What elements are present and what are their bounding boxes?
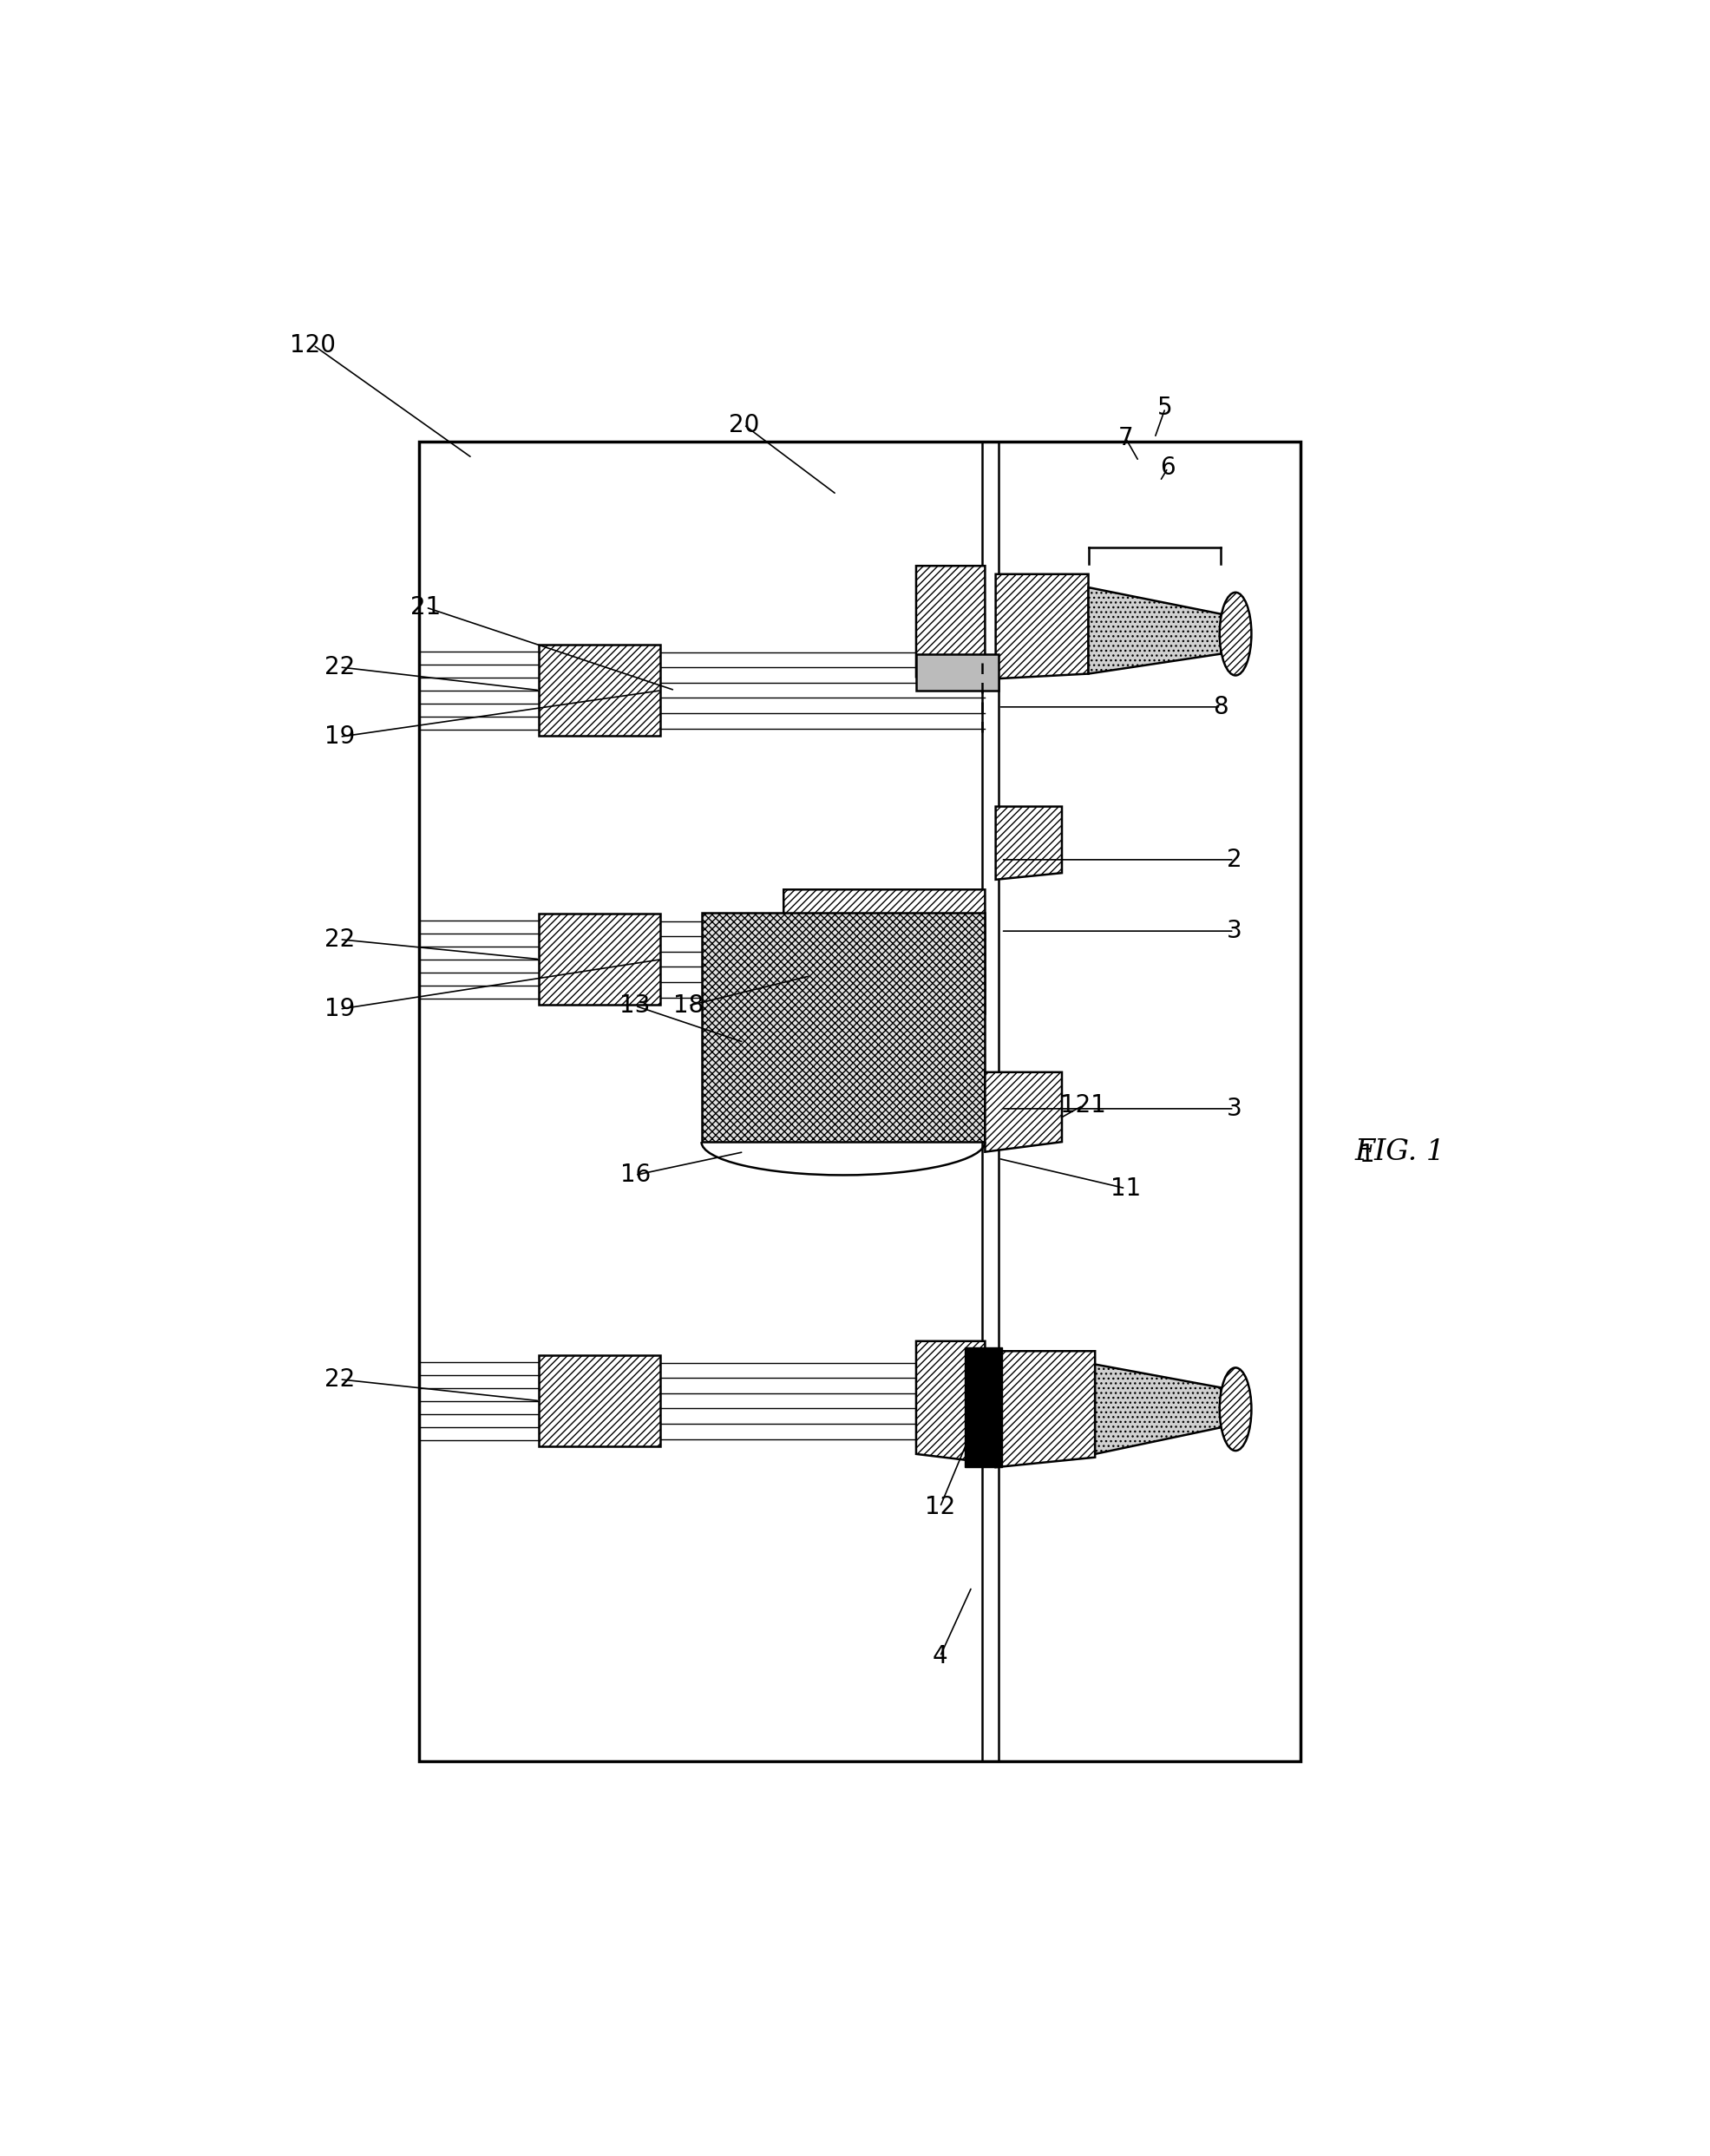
Text: 16: 16 xyxy=(621,1162,650,1188)
Text: 3: 3 xyxy=(1226,1097,1241,1121)
Bar xyxy=(917,653,999,690)
Text: 21: 21 xyxy=(410,595,441,619)
Text: 8: 8 xyxy=(1214,694,1228,720)
Polygon shape xyxy=(985,1072,1062,1151)
Text: 20: 20 xyxy=(728,412,759,438)
Bar xyxy=(539,914,660,1005)
Text: 13: 13 xyxy=(619,994,650,1018)
Polygon shape xyxy=(995,573,1089,679)
Bar xyxy=(964,1348,1002,1468)
Bar xyxy=(539,1356,660,1447)
Text: 11: 11 xyxy=(1110,1177,1141,1201)
Text: 19: 19 xyxy=(325,724,356,748)
Bar xyxy=(701,912,985,1143)
Text: 22: 22 xyxy=(325,655,356,679)
Bar xyxy=(539,645,660,735)
Ellipse shape xyxy=(1219,593,1252,675)
Text: 120: 120 xyxy=(291,332,337,358)
Text: 19: 19 xyxy=(325,996,356,1022)
Text: 22: 22 xyxy=(325,1367,356,1391)
Ellipse shape xyxy=(1219,1367,1252,1451)
Polygon shape xyxy=(783,890,985,1013)
Text: 12: 12 xyxy=(925,1494,956,1520)
Text: 22: 22 xyxy=(325,927,356,951)
Bar xyxy=(419,442,1301,1761)
Polygon shape xyxy=(917,1341,985,1462)
Polygon shape xyxy=(1094,1365,1221,1453)
Polygon shape xyxy=(995,806,1062,880)
Text: 5: 5 xyxy=(1158,397,1173,420)
Text: 18: 18 xyxy=(674,994,703,1018)
Text: 3: 3 xyxy=(1226,918,1241,942)
Text: FIG. 1: FIG. 1 xyxy=(1354,1138,1445,1166)
Text: 121: 121 xyxy=(1060,1093,1106,1117)
Polygon shape xyxy=(1089,586,1221,673)
Polygon shape xyxy=(995,1352,1094,1468)
Text: 1: 1 xyxy=(1359,1143,1375,1166)
Text: 2: 2 xyxy=(1226,847,1241,871)
Text: 6: 6 xyxy=(1161,455,1175,481)
Polygon shape xyxy=(917,565,985,688)
Text: 7: 7 xyxy=(1118,427,1134,451)
Text: 4: 4 xyxy=(932,1645,947,1669)
